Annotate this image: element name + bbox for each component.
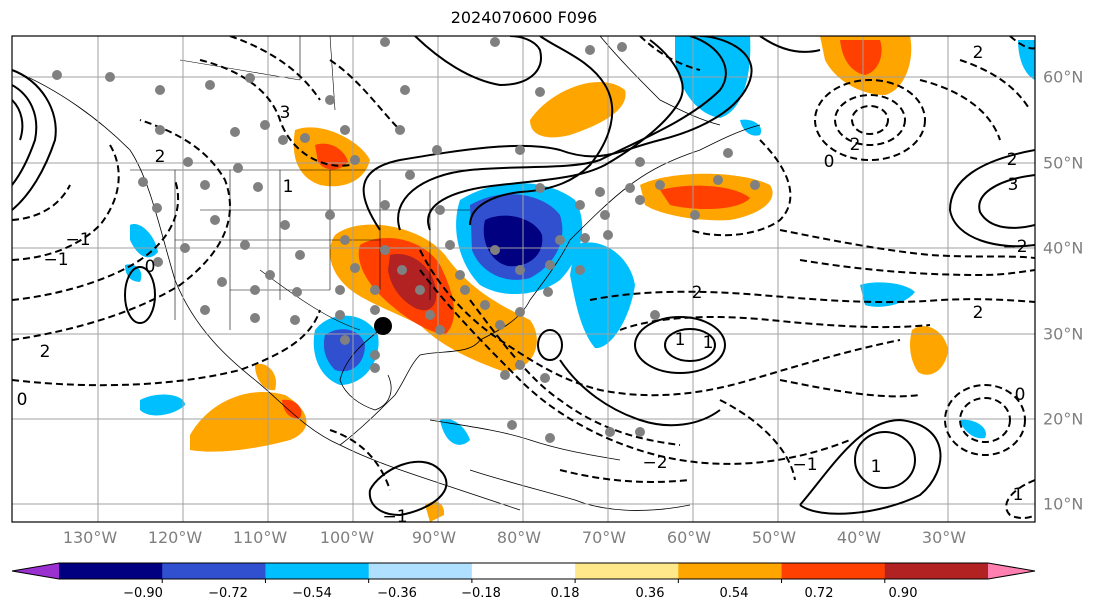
colorbar-tick-label: 0.72 — [804, 586, 834, 601]
negative-anomaly-lightblue — [860, 282, 915, 307]
contour-label: −1 — [65, 230, 90, 250]
negative-anomaly-lightblue — [1018, 40, 1035, 80]
contour-label: 2 — [155, 147, 166, 167]
contour-label: 1 — [283, 177, 294, 197]
colorbar-tick-label: 0.36 — [635, 586, 665, 601]
lon-label: 90°W — [411, 528, 457, 547]
colorbar-segment — [884, 563, 989, 579]
lon-label: 110°W — [232, 528, 288, 547]
lon-label: 50°W — [751, 528, 797, 547]
positive-anomaly-orange — [190, 391, 307, 452]
contour-label: 2 — [1007, 150, 1018, 170]
colorbar-tick-label: 0.54 — [719, 586, 749, 601]
lon-label: 70°W — [581, 528, 627, 547]
lat-label: 40°N — [1043, 238, 1084, 258]
lon-label: 120°W — [147, 528, 203, 547]
contour-label: −2 — [642, 453, 667, 473]
positive-anomaly-orange — [255, 363, 276, 391]
lon-label: 30°W — [921, 528, 967, 547]
positive-anomaly-red — [660, 185, 750, 210]
colorbar-extend-max — [988, 563, 1035, 579]
colorbar-tick-label: 0.18 — [550, 586, 580, 601]
contour-label: 3 — [280, 103, 291, 123]
colorbar-segment — [162, 563, 266, 579]
contour-label: 2 — [692, 283, 703, 303]
colorbar-segment — [59, 563, 163, 579]
colorbar-tick-label: 0.90 — [888, 586, 918, 601]
contour-label: −1 — [43, 250, 68, 270]
contour-label: 2 — [850, 135, 861, 155]
contour-label: −2 — [1002, 237, 1027, 257]
lon-label: 100°W — [319, 528, 375, 547]
contour-label: 1 — [703, 333, 714, 353]
lat-label: 30°N — [1043, 324, 1084, 344]
colorbar-tick-label: −0.72 — [208, 586, 248, 601]
contour-label: 3 — [1008, 175, 1019, 195]
contour-label: 2 — [973, 43, 984, 63]
colorbar-segment — [575, 563, 679, 579]
positive-anomaly-orange — [425, 501, 445, 522]
anomaly-shading — [125, 36, 1035, 522]
lat-label: 50°N — [1043, 153, 1084, 173]
contour-label: 1 — [675, 330, 686, 350]
colorbar-segment — [265, 563, 370, 579]
contour-label: 1 — [1013, 485, 1024, 505]
contour-label: 1 — [871, 457, 882, 477]
contour-label: 0 — [1015, 385, 1026, 405]
contours-solid — [12, 36, 1035, 517]
negative-anomaly-lightblue — [960, 419, 986, 439]
contour-label: −1 — [792, 455, 817, 475]
negative-anomaly-lightblue — [570, 242, 635, 349]
colorbar-tick-label: −0.36 — [377, 586, 417, 601]
map-title: 2024070600 F096 — [450, 8, 598, 27]
contour-label: −1 — [382, 507, 407, 527]
colorbar-tick-label: −0.90 — [123, 586, 163, 601]
colorbar-segment — [678, 563, 783, 579]
map-frame — [11, 35, 1036, 523]
contour-label: 0 — [17, 390, 28, 410]
negative-anomaly-lightblue — [440, 418, 470, 445]
positive-anomaly-red — [282, 399, 302, 419]
colorbar-tick-label: −0.54 — [292, 586, 332, 601]
lon-label: 130°W — [62, 528, 118, 547]
graticule — [12, 36, 1035, 522]
contours-dashed — [12, 36, 1035, 519]
negative-anomaly-midblue — [323, 329, 365, 372]
colorbar — [11, 562, 1036, 583]
positive-anomaly-orange — [910, 326, 948, 375]
lon-label: 40°W — [836, 528, 882, 547]
negative-anomaly-lightblue — [130, 224, 158, 258]
lat-label: 10°N — [1043, 494, 1084, 514]
colorbar-outline — [11, 562, 1036, 580]
negative-anomaly-lightblue — [140, 394, 185, 416]
lat-label: 60°N — [1043, 67, 1084, 87]
positive-anomaly-orange — [530, 81, 626, 138]
contour-label: 0 — [145, 257, 156, 277]
contour-label: 2 — [973, 303, 984, 323]
highlight-station-marker — [374, 317, 392, 335]
positive-anomaly-red — [840, 40, 882, 75]
contour-label: 0 — [824, 152, 835, 172]
contour-label: 2 — [40, 342, 51, 362]
lon-label: 80°W — [496, 528, 542, 547]
colorbar-segment — [471, 563, 576, 579]
colorbar-segment — [781, 563, 886, 579]
colorbar-segment — [368, 563, 473, 579]
lon-label: 60°W — [666, 528, 712, 547]
contour-labels: 2 1 0 −1 2 0 3 −1 2 2 −2 1 0 2 −1 3 2 2 … — [17, 43, 1028, 527]
colorbar-extend-min — [12, 563, 59, 579]
station-markers — [52, 37, 760, 443]
lat-label: 20°N — [1043, 409, 1084, 429]
colorbar-tick-label: −0.18 — [461, 586, 501, 601]
